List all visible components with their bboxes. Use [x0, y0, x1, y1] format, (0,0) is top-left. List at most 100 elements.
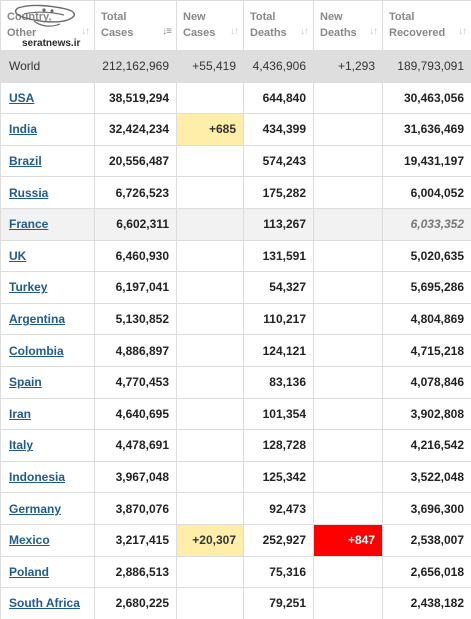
table-row: UK 6,460,930 131,591 5,020,635: [0, 239, 471, 273]
sort-arrows-icon[interactable]: ↓↑: [81, 26, 90, 37]
new-deaths-cell: [313, 587, 383, 619]
country-link[interactable]: Argentina: [0, 302, 95, 336]
country-link[interactable]: USA: [0, 81, 95, 115]
total-deaths-cell: 434,399: [243, 113, 314, 146]
table-row: Mexico 3,217,415 +20,307 252,927 +847 2,…: [0, 523, 471, 557]
total-recovered-cell: 4,715,218: [382, 334, 471, 367]
watermark-text: seratnews.ir: [22, 38, 81, 49]
country-cell: World: [0, 50, 95, 83]
country-link[interactable]: Turkey: [0, 271, 95, 304]
new-deaths-cell: [313, 429, 383, 462]
country-link[interactable]: Brazil: [0, 144, 95, 178]
table-header-row: Country, Other ↓↑ Total Cases ↓≡ New Cas…: [0, 0, 471, 51]
table-row: Colombia 4,886,897 124,121 4,715,218: [0, 334, 471, 367]
country-link[interactable]: UK: [0, 239, 95, 273]
header-line1: New: [320, 11, 343, 23]
total-deaths-cell: 75,316: [243, 555, 314, 589]
country-link[interactable]: Italy: [0, 429, 95, 462]
table-row-world: World 212,162,969 +55,419 4,436,906 +1,2…: [0, 50, 471, 83]
header-total-cases[interactable]: Total Cases ↓≡: [94, 0, 177, 51]
new-deaths-cell: [313, 81, 383, 115]
total-deaths-cell: 131,591: [243, 239, 314, 273]
total-deaths-cell: 101,354: [243, 397, 314, 431]
sort-arrows-icon[interactable]: ↓↑: [458, 26, 467, 37]
new-deaths-cell: [313, 492, 383, 525]
total-cases-cell: 6,602,311: [94, 207, 177, 241]
total-recovered-cell: 5,695,286: [382, 271, 471, 304]
new-cases-cell: [176, 555, 244, 589]
new-deaths-cell: [313, 239, 383, 273]
total-recovered-cell: 30,463,056: [382, 81, 471, 115]
new-deaths-cell: [313, 207, 383, 241]
table-row: Indonesia 3,967,048 125,342 3,522,048: [0, 460, 471, 494]
total-cases-cell: 20,556,487: [94, 144, 177, 178]
total-recovered-cell: 6,004,052: [382, 176, 471, 209]
country-link[interactable]: Spain: [0, 365, 95, 399]
country-link[interactable]: Colombia: [0, 334, 95, 367]
table-row: Turkey 6,197,041 54,327 5,695,286: [0, 271, 471, 304]
total-recovered-cell: 2,656,018: [382, 555, 471, 589]
watermark-logo: seratnews.ir: [4, 2, 92, 50]
new-cases-cell: +685: [176, 113, 244, 146]
sort-arrows-icon[interactable]: ↓↑: [230, 26, 239, 37]
new-deaths-cell: +1,293: [313, 50, 383, 83]
table-row: Spain 4,770,453 83,136 4,078,846: [0, 365, 471, 399]
total-cases-cell: 4,770,453: [94, 365, 177, 399]
country-link[interactable]: Poland: [0, 555, 95, 589]
new-cases-cell: +20,307: [176, 523, 244, 557]
total-cases-cell: 6,197,041: [94, 271, 177, 304]
sort-arrows-icon[interactable]: ↓↑: [300, 26, 309, 37]
table-row: Poland 2,886,513 75,316 2,656,018: [0, 555, 471, 589]
new-cases-cell: [176, 587, 244, 619]
total-deaths-cell: 92,473: [243, 492, 314, 525]
table-row: India 32,424,234 +685 434,399 31,636,469: [0, 113, 471, 146]
new-cases-cell: [176, 144, 244, 178]
total-deaths-cell: 175,282: [243, 176, 314, 209]
new-cases-cell: [176, 365, 244, 399]
total-recovered-cell: 4,216,542: [382, 429, 471, 462]
country-link[interactable]: India: [0, 113, 95, 146]
country-link[interactable]: Indonesia: [0, 460, 95, 494]
total-cases-cell: 6,726,523: [94, 176, 177, 209]
new-deaths-cell: [313, 460, 383, 494]
country-link[interactable]: South Africa: [0, 587, 95, 619]
total-recovered-cell: 4,804,869: [382, 302, 471, 336]
sort-desc-active-icon[interactable]: ↓≡: [162, 26, 172, 37]
country-link[interactable]: Germany: [0, 492, 95, 525]
total-recovered-cell: 6,033,352: [382, 207, 471, 241]
country-link[interactable]: France: [0, 207, 95, 241]
country-link[interactable]: Russia: [0, 176, 95, 209]
total-cases-cell: 3,967,048: [94, 460, 177, 494]
total-recovered-cell: 2,438,182: [382, 587, 471, 619]
sort-arrows-icon[interactable]: ↓↑: [369, 26, 378, 37]
total-deaths-cell: 574,243: [243, 144, 314, 178]
new-deaths-cell: [313, 334, 383, 367]
total-cases-cell: 4,640,695: [94, 397, 177, 431]
total-deaths-cell: 110,217: [243, 302, 314, 336]
country-link[interactable]: Iran: [0, 397, 95, 431]
header-total-recovered[interactable]: Total Recovered ↓↑: [382, 0, 471, 51]
header-line2: Recovered: [389, 27, 446, 39]
new-cases-cell: [176, 492, 244, 525]
total-recovered-cell: 19,431,197: [382, 144, 471, 178]
total-recovered-cell: 189,793,091: [382, 50, 471, 83]
total-cases-cell: 212,162,969: [94, 50, 177, 83]
new-cases-cell: [176, 271, 244, 304]
header-country[interactable]: Country, Other ↓↑: [0, 0, 95, 51]
header-new-cases[interactable]: New Cases ↓↑: [176, 0, 244, 51]
total-deaths-cell: 83,136: [243, 365, 314, 399]
new-deaths-cell: [313, 397, 383, 431]
header-total-deaths[interactable]: Total Deaths ↓↑: [243, 0, 314, 51]
table-row: Germany 3,870,076 92,473 3,696,300: [0, 492, 471, 525]
new-cases-cell: [176, 302, 244, 336]
country-link[interactable]: Mexico: [0, 523, 95, 557]
total-recovered-cell: 5,020,635: [382, 239, 471, 273]
total-deaths-cell: 54,327: [243, 271, 314, 304]
total-recovered-cell: 3,902,808: [382, 397, 471, 431]
total-deaths-cell: 644,840: [243, 81, 314, 115]
table-row: Italy 4,478,691 128,728 4,216,542: [0, 429, 471, 462]
header-new-deaths[interactable]: New Deaths ↓↑: [313, 0, 383, 51]
new-deaths-cell: [313, 113, 383, 146]
